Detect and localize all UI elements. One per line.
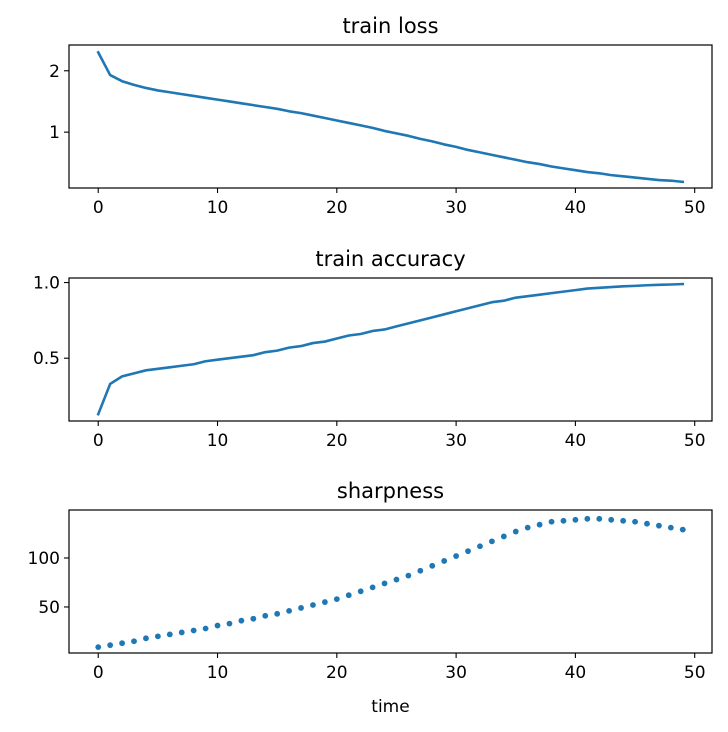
train-accuracy-x-tick-label: 50 xyxy=(684,431,706,451)
sharpness-y-tick-label: 100 xyxy=(28,549,60,569)
train-accuracy-x-tick-label: 30 xyxy=(445,431,467,451)
sharpness-point xyxy=(644,520,650,527)
train-loss-plot-frame xyxy=(68,44,713,189)
train-accuracy-x-tick-label: 40 xyxy=(565,431,587,451)
sharpness-point xyxy=(369,584,376,591)
train-loss-x-tick-label: 40 xyxy=(565,198,587,218)
sharpness-point xyxy=(536,521,543,528)
sharpness-point xyxy=(679,526,686,533)
sharpness-point xyxy=(381,580,388,587)
sharpness-point xyxy=(417,567,424,574)
sharpness-point xyxy=(667,524,674,531)
sharpness-point xyxy=(226,620,233,627)
sharpness-point xyxy=(250,615,257,622)
sharpness-x-tick-label: 30 xyxy=(445,663,467,683)
sharpness-point xyxy=(560,517,567,524)
train-loss-title: train loss xyxy=(342,14,438,38)
sharpness-y-axis: 50 100 xyxy=(28,549,69,618)
train-loss-marks xyxy=(96,50,685,184)
train-accuracy-marks xyxy=(96,282,685,416)
sharpness-point xyxy=(632,518,638,525)
sharpness-point xyxy=(572,516,579,523)
sharpness-point xyxy=(596,515,603,522)
train-accuracy-y-tick-label: 0.5 xyxy=(33,349,60,369)
sharpness-point xyxy=(620,517,627,524)
sharpness-point xyxy=(453,553,460,559)
sharpness-point xyxy=(321,599,328,605)
sharpness-point xyxy=(310,602,316,608)
sharpness-point xyxy=(465,548,471,555)
sharpness-x-axis: 0 10 20 30 40 50 xyxy=(93,653,706,683)
train-loss-y-tick-label: 2 xyxy=(49,62,60,82)
train-loss-x-tick-label: 10 xyxy=(207,198,229,218)
sharpness-y-tick-label: 50 xyxy=(38,598,60,618)
sharpness-point xyxy=(154,633,161,640)
sharpness-point xyxy=(166,631,173,638)
sharpness-point xyxy=(357,588,364,595)
sharpness-point xyxy=(393,576,400,583)
train-loss-x-tick-label: 30 xyxy=(445,198,467,218)
sharpness-x-tick-label: 20 xyxy=(326,663,348,683)
sharpness-point xyxy=(214,622,221,629)
sharpness-point xyxy=(441,558,448,564)
sharpness-point xyxy=(274,610,281,617)
train-accuracy-y-axis: 0.5 1.0 xyxy=(33,274,69,369)
sharpness-point xyxy=(345,592,352,599)
train-accuracy-x-tick-label: 10 xyxy=(207,431,229,451)
train-accuracy-panel: train accuracy 0 10 20 30 40 50 0.5 1.0 xyxy=(33,247,713,451)
train-loss-series-line xyxy=(96,50,685,184)
sharpness-point xyxy=(548,518,555,525)
sharpness-point xyxy=(131,638,137,645)
train-loss-x-tick-label: 50 xyxy=(684,198,706,218)
train-accuracy-plot-frame xyxy=(68,277,713,422)
sharpness-point xyxy=(405,572,412,579)
sharpness-point xyxy=(95,644,102,651)
train-accuracy-y-tick-label: 1.0 xyxy=(33,274,60,294)
train-loss-x-tick-label: 20 xyxy=(326,198,348,218)
sharpness-x-tick-label: 0 xyxy=(93,663,104,683)
sharpness-point xyxy=(202,625,209,632)
sharpness-point xyxy=(584,515,591,522)
sharpness-title: sharpness xyxy=(337,479,444,503)
train-loss-y-tick-label: 1 xyxy=(49,123,60,143)
sharpness-marks xyxy=(95,515,686,651)
sharpness-point xyxy=(608,516,615,523)
sharpness-point xyxy=(178,629,185,636)
sharpness-point xyxy=(489,538,495,545)
sharpness-point xyxy=(107,642,114,649)
train-loss-panel: train loss 0 10 20 30 40 50 12 xyxy=(49,14,713,218)
sharpness-point xyxy=(286,607,292,614)
sharpness-plot-frame xyxy=(68,509,713,654)
sharpness-x-tick-label: 40 xyxy=(565,663,587,683)
sharpness-point xyxy=(190,627,197,634)
train-accuracy-x-tick-label: 20 xyxy=(326,431,348,451)
sharpness-point xyxy=(512,528,519,535)
sharpness-point xyxy=(500,533,507,540)
train-loss-x-tick-label: 0 xyxy=(93,198,104,218)
train-accuracy-x-tick-label: 0 xyxy=(93,431,104,451)
train-accuracy-x-axis: 0 10 20 30 40 50 xyxy=(93,421,706,451)
sharpness-x-tick-label: 10 xyxy=(207,663,229,683)
sharpness-point xyxy=(477,543,483,550)
sharpness-point xyxy=(656,522,662,529)
train-loss-x-axis: 0 10 20 30 40 50 xyxy=(93,188,706,218)
sharpness-panel: sharpness 0 10 20 30 40 50 50 100 time xyxy=(28,479,713,717)
sharpness-point xyxy=(143,635,149,642)
sharpness-point xyxy=(333,596,340,603)
train-accuracy-title: train accuracy xyxy=(315,247,465,271)
sharpness-point xyxy=(524,524,531,531)
sharpness-x-tick-label: 50 xyxy=(684,663,706,683)
sharpness-point xyxy=(298,605,304,611)
sharpness-point xyxy=(262,612,269,619)
train-loss-y-axis: 12 xyxy=(49,62,69,143)
sharpness-point xyxy=(429,562,436,569)
sharpness-point xyxy=(238,617,245,624)
train-accuracy-series-line xyxy=(96,282,685,416)
sharpness-point xyxy=(119,640,125,647)
sharpness-x-axis-label: time xyxy=(371,697,409,717)
